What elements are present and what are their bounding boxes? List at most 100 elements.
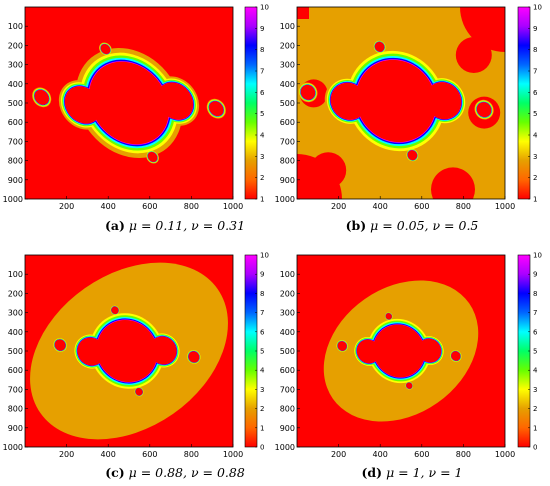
- panel-a-core-0: [89, 61, 169, 145]
- colorbar-d: 0 1 2 3 4 5 6 7 8 9 10: [517, 252, 542, 452]
- panel-a-core-3: [34, 89, 49, 105]
- xtick-label-a-400: 400: [101, 202, 116, 211]
- panel-a: 200 400 600 800 1000 100 200 300 400 500 600 700 800…: [3, 4, 269, 212]
- cbtick-label-d-0: 0: [533, 444, 537, 452]
- xtick-label-d-200: 200: [331, 450, 346, 459]
- panel-c-core-4: [188, 351, 200, 363]
- cbtick-label-a-4: 4: [260, 132, 265, 140]
- caption-d: (d) μ = 1, ν = 1: [312, 465, 512, 480]
- cbtick-label-a-9: 9: [260, 25, 264, 33]
- panel-d-core-1: [356, 339, 381, 364]
- cbtick-label-d-10: 10: [533, 252, 542, 260]
- ytick-label-a-300: 300: [8, 61, 23, 70]
- ytick-label-b-200: 200: [280, 41, 295, 50]
- caption-a-params: μ = 0.11, ν = 0.31: [128, 218, 246, 233]
- xtick-label-b-800: 800: [456, 202, 471, 211]
- cbtick-label-a-7: 7: [260, 68, 264, 76]
- cbtick-label-b-5: 5: [533, 110, 537, 118]
- xtick-label-a-600: 600: [142, 202, 157, 211]
- ytick-label-c-700: 700: [8, 385, 23, 394]
- cbtick-label-c-0: 0: [260, 444, 264, 452]
- panel-b-fractal: [298, 40, 494, 162]
- panel-b-core-4: [476, 102, 492, 118]
- caption-d-params: μ = 1, ν = 1: [386, 465, 463, 480]
- ytick-label-b-1000: 1000: [275, 195, 295, 204]
- panel-a-core-4: [209, 101, 224, 117]
- caption-d-letter: (d): [361, 465, 383, 480]
- panel-a-core-2: [157, 82, 194, 120]
- xtick-label-b-1000: 1000: [495, 202, 515, 211]
- cbtick-label-c-4: 4: [260, 367, 265, 375]
- cbtick-label-a-3: 3: [260, 153, 264, 161]
- panel-c-core-6: [135, 388, 143, 396]
- cbtick-label-c-7: 7: [260, 309, 264, 317]
- caption-a-letter: (a): [104, 218, 125, 233]
- ytick-label-d-300: 300: [280, 309, 295, 318]
- cbtick-label-d-7: 7: [533, 309, 537, 317]
- panel-b-core-1: [330, 82, 367, 120]
- ytick-label-c-900: 900: [8, 424, 23, 433]
- ytick-label-d-800: 800: [280, 405, 295, 414]
- cutout-b-6: [431, 167, 475, 199]
- cbtick-label-b-7: 7: [533, 68, 537, 76]
- xtick-label-b-600: 600: [414, 202, 429, 211]
- panel-b: 200 400 600 800 1000 100 200 300 400 500 600 700 800…: [275, 4, 542, 212]
- cutout-b-4: [310, 152, 347, 189]
- panel-c-core-1: [77, 337, 105, 366]
- cbtick-label-c-6: 6: [260, 328, 265, 336]
- panel-a-core-5: [100, 44, 111, 55]
- cbtick-label-b-3: 3: [533, 153, 537, 161]
- xtick-label-c-600: 600: [142, 450, 157, 459]
- xtick-label-a-1000: 1000: [223, 202, 243, 211]
- ytick-label-d-700: 700: [280, 385, 295, 394]
- xtick-label-d-1000: 1000: [495, 450, 515, 459]
- cbtick-label-d-6: 6: [533, 328, 538, 336]
- ytick-label-d-400: 400: [280, 328, 295, 337]
- cbtick-label-b-10: 10: [533, 4, 542, 12]
- caption-c: (c) μ = 0.88, ν = 0.88: [75, 465, 275, 480]
- heatmap-c: [25, 255, 233, 447]
- xtick-label-c-400: 400: [101, 450, 116, 459]
- cbtick-label-a-6: 6: [260, 89, 265, 97]
- ytick-label-a-500: 500: [8, 99, 23, 108]
- xtick-label-a-800: 800: [184, 202, 199, 211]
- cutout-b-0: [460, 7, 505, 52]
- cbtick-label-d-5: 5: [533, 348, 537, 356]
- cbtick-label-c-1: 1: [260, 424, 264, 432]
- panel-c-core-3: [54, 339, 66, 351]
- caption-b: (b) μ = 0.05, ν = 0.5: [312, 218, 512, 233]
- xtick-label-d-600: 600: [414, 450, 429, 459]
- ytick-label-c-400: 400: [8, 328, 23, 337]
- ytick-label-a-100: 100: [8, 22, 23, 31]
- panel-a-core-6: [147, 151, 158, 162]
- ytick-label-a-700: 700: [8, 137, 23, 146]
- ytick-label-a-1000: 1000: [3, 195, 23, 204]
- panel-b-core-6: [407, 150, 418, 161]
- ytick-label-c-1000: 1000: [3, 443, 23, 452]
- cbtick-label-c-3: 3: [260, 386, 264, 394]
- panel-d-core-0: [373, 324, 425, 378]
- ytick-label-c-800: 800: [8, 405, 23, 414]
- ytick-label-c-500: 500: [8, 347, 23, 356]
- cbtick-label-c-5: 5: [260, 348, 264, 356]
- ytick-label-c-200: 200: [8, 289, 23, 298]
- ytick-label-b-300: 300: [280, 61, 295, 70]
- panel-c: 200 400 600 800 1000100200300400500600700800…: [3, 252, 269, 460]
- ytick-label-b-900: 900: [280, 176, 295, 185]
- caption-b-params: μ = 0.05, ν = 0.5: [370, 218, 479, 233]
- cbtick-label-a-8: 8: [260, 46, 264, 54]
- ytick-label-c-100: 100: [8, 270, 23, 279]
- cbtick-label-d-3: 3: [533, 386, 537, 394]
- ytick-label-d-500: 500: [280, 347, 295, 356]
- cbtick-label-b-9: 9: [533, 25, 537, 33]
- xtick-label-d-400: 400: [373, 450, 388, 459]
- xtick-label-c-800: 800: [184, 450, 199, 459]
- panel-d-core-5: [385, 313, 392, 320]
- panel-d-fractal: [335, 312, 463, 390]
- ytick-label-a-200: 200: [8, 41, 23, 50]
- cbtick-label-b-6: 6: [533, 89, 538, 97]
- ytick-label-b-600: 600: [280, 118, 295, 127]
- ytick-label-c-600: 600: [8, 366, 23, 375]
- ytick-label-b-400: 400: [280, 80, 295, 89]
